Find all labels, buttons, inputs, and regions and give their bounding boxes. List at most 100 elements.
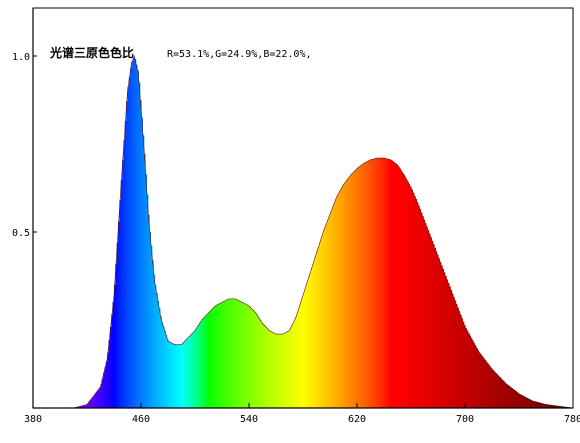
spectrum-bar [107, 352, 110, 408]
spectrum-bar [489, 366, 492, 408]
spectrum-bar [143, 154, 146, 408]
spectrum-bar [269, 330, 272, 408]
spectrum-bar [524, 397, 527, 408]
spectrum-bar [382, 158, 385, 408]
spectrum-bar [510, 388, 513, 408]
spectrum-bar [288, 330, 291, 408]
spectrum-bar [161, 322, 164, 408]
spectrum-bar [81, 405, 84, 408]
spectrum-bar [162, 326, 165, 408]
spectrum-bar [96, 391, 99, 408]
spectrum-bar [95, 393, 98, 408]
x-ticks: 380 460 540 620 700 780 [24, 403, 580, 425]
spectrum-bar [151, 260, 154, 408]
spectrum-bar [370, 159, 373, 408]
spectrum-bars [73, 57, 574, 409]
spectrum-bar [342, 185, 345, 408]
spectrum-bar [201, 319, 204, 408]
spectrum-bar [350, 174, 353, 408]
spectrum-bar [153, 274, 156, 408]
spectrum-bar [393, 162, 396, 408]
spectrum-bar [141, 117, 143, 408]
spectrum-bar [354, 170, 357, 408]
spectrum-bar [548, 404, 551, 408]
spectrum-bar [540, 403, 543, 408]
spectrum-bar [543, 403, 546, 408]
spectrum-bar [513, 390, 516, 408]
spectrum-bar [347, 178, 350, 408]
spectrum-bar [539, 402, 542, 408]
spectrum-bar [406, 181, 409, 408]
spectrum-bar [390, 160, 393, 408]
spectrum-bar [305, 284, 308, 408]
spectrum-bar [243, 303, 246, 408]
spectrum-bar [452, 297, 455, 408]
spectrum-bar [261, 322, 264, 408]
spectrum-bar [375, 158, 378, 408]
spectrum-bar [516, 392, 519, 408]
spectrum-bar [371, 159, 374, 408]
spectrum-bar [466, 330, 469, 408]
spectrum-bar [373, 158, 376, 408]
spectrum-bar [239, 301, 242, 408]
spectrum-bar [209, 310, 212, 408]
spectrum-bar [533, 401, 536, 408]
spectrum-bar [190, 334, 193, 408]
spectrum-bar [126, 101, 129, 408]
spectrum-bar [475, 347, 478, 408]
spectrum-bar [396, 164, 399, 408]
spectrum-bar [244, 304, 247, 408]
spectrum-bar [527, 398, 530, 408]
spectrum-bar [309, 272, 312, 408]
spectrum-bar [554, 405, 557, 408]
spectrum-bar [462, 321, 465, 408]
spectrum-bar [313, 259, 316, 408]
spectrum-bar [473, 343, 476, 408]
spectrum-bar [173, 344, 176, 408]
spectrum-bar [498, 377, 501, 408]
spectrum-bar [116, 242, 119, 408]
spectrum-bar [300, 301, 303, 408]
spectrum-bar [139, 100, 142, 408]
spectrum-bar [463, 325, 466, 408]
spectrum-bar [181, 343, 184, 408]
spectrum-bar [343, 183, 346, 408]
spectrum-bar [197, 325, 200, 408]
spectrum-bar [80, 406, 83, 408]
spectrum-bar [378, 158, 381, 408]
spectrum-bar [443, 272, 446, 408]
spectrum-bar [344, 181, 347, 408]
spectrum-bar [523, 396, 525, 408]
spectrum-bar [293, 320, 296, 408]
spectrum-bar [166, 339, 169, 408]
y-tick-label: 0.5 [12, 228, 30, 239]
spectrum-bar [93, 394, 96, 408]
spectrum-bar [289, 329, 292, 408]
spectrum-bar [559, 406, 562, 408]
spectrum-bar [276, 334, 278, 408]
spectrum-bar [227, 299, 230, 408]
spectrum-bar [359, 166, 362, 408]
x-tick-label: 700 [456, 414, 474, 425]
spectrum-bar [145, 174, 147, 408]
spectrum-bar [428, 233, 431, 408]
spectrum-bar [330, 212, 332, 408]
spectrum-bar [435, 251, 438, 408]
spectrum-bar [285, 332, 288, 408]
spectrum-bar [536, 402, 539, 408]
spectrum-bar [504, 382, 507, 408]
spectrum-bar [460, 318, 463, 408]
spectrum-bar [82, 405, 85, 408]
spectrum-bar [123, 140, 126, 409]
spectrum-bar [319, 242, 322, 408]
spectrum-bar [254, 312, 257, 408]
x-tick-label: 540 [240, 414, 258, 425]
spectrum-bar [544, 404, 547, 408]
spectrum-bar [400, 170, 403, 408]
spectrum-bar [131, 61, 134, 408]
spectrum-bar [184, 341, 187, 408]
spectrum-bar [274, 333, 277, 408]
spectrum-bar [467, 333, 470, 408]
spectrum-bar [85, 404, 88, 408]
